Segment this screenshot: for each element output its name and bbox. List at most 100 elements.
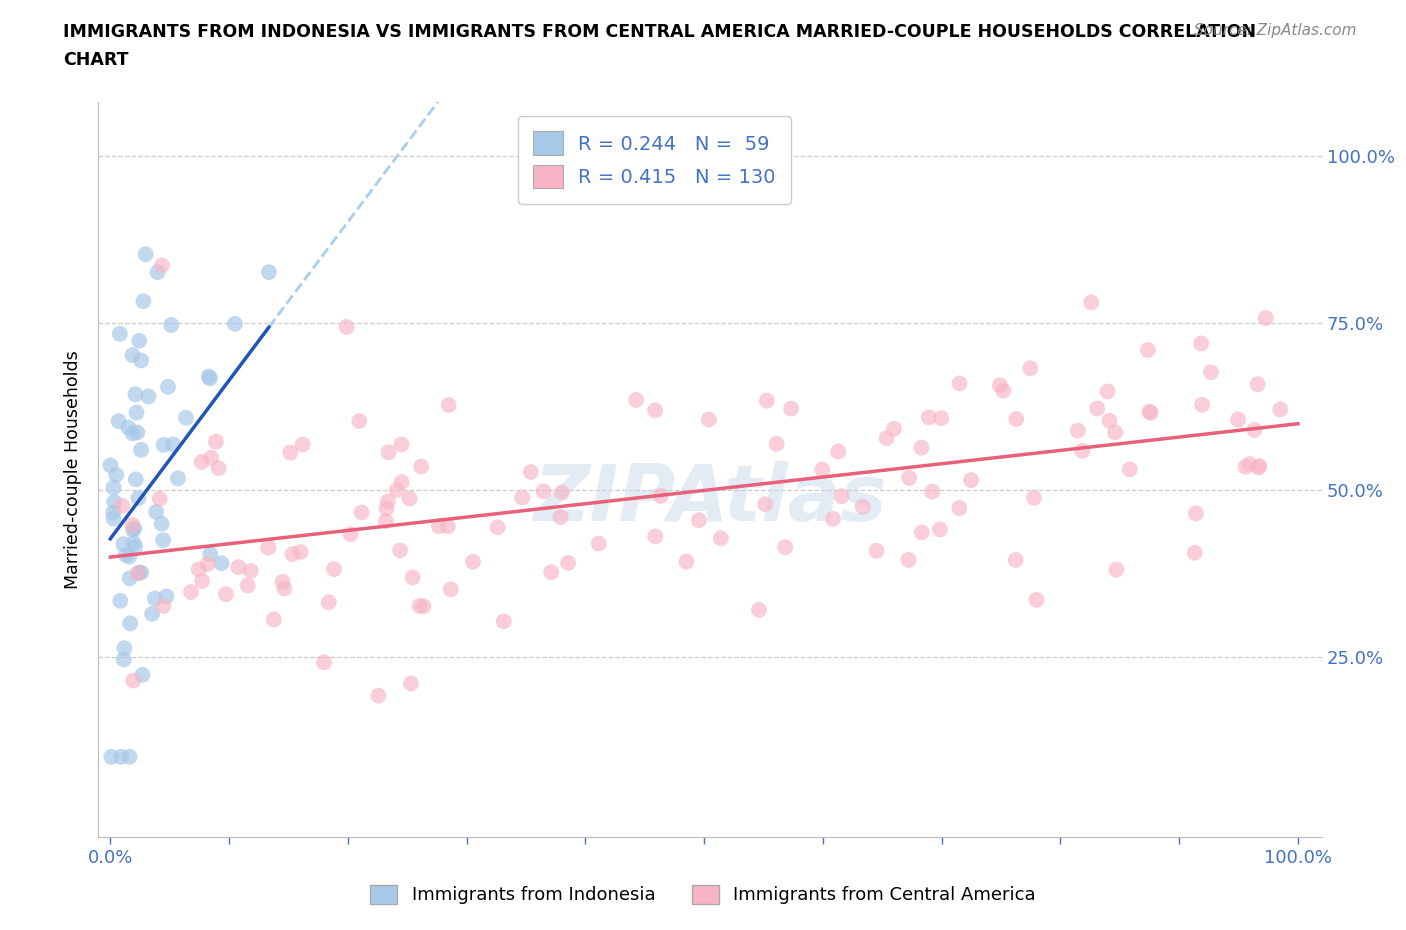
Point	[1022, 490, 1045, 505]
Point	[1239, 457, 1261, 472]
Point	[1247, 460, 1270, 475]
Point	[1185, 506, 1208, 521]
Point	[103, 495, 125, 510]
Point	[765, 436, 787, 451]
Point	[960, 472, 983, 487]
Point	[155, 589, 177, 604]
Point	[190, 455, 212, 470]
Point	[125, 405, 148, 420]
Point	[197, 369, 219, 384]
Point	[588, 536, 610, 551]
Point	[948, 500, 970, 515]
Point	[389, 543, 412, 558]
Point	[226, 560, 249, 575]
Text: CHART: CHART	[63, 51, 129, 69]
Point	[993, 383, 1015, 398]
Point	[111, 498, 134, 513]
Point	[291, 437, 314, 452]
Point	[427, 519, 450, 534]
Point	[128, 333, 150, 348]
Point	[883, 421, 905, 436]
Point	[107, 414, 129, 429]
Point	[110, 593, 132, 608]
Point	[124, 387, 146, 402]
Point	[120, 616, 142, 631]
Point	[224, 316, 246, 331]
Point	[1191, 397, 1213, 412]
Point	[644, 529, 666, 544]
Point	[124, 521, 146, 536]
Point	[533, 484, 555, 498]
Point	[1080, 295, 1102, 310]
Point	[827, 444, 849, 458]
Point	[988, 378, 1011, 392]
Point	[1139, 405, 1161, 419]
Point	[1189, 336, 1212, 351]
Point	[215, 587, 238, 602]
Point	[312, 655, 335, 670]
Point	[911, 525, 934, 540]
Point	[278, 445, 301, 460]
Point	[550, 510, 572, 525]
Point	[367, 688, 389, 703]
Point	[1184, 545, 1206, 560]
Point	[811, 462, 834, 477]
Point	[461, 554, 484, 569]
Legend: Immigrants from Indonesia, Immigrants from Central America: Immigrants from Indonesia, Immigrants fr…	[363, 878, 1043, 911]
Point	[551, 485, 574, 500]
Point	[412, 599, 434, 614]
Point	[150, 258, 173, 272]
Text: ZIPAtlas: ZIPAtlas	[533, 461, 887, 537]
Point	[1098, 413, 1121, 428]
Point	[831, 488, 853, 503]
Point	[152, 437, 174, 452]
Point	[921, 485, 943, 499]
Point	[108, 326, 131, 341]
Point	[162, 437, 184, 452]
Point	[399, 676, 422, 691]
Point	[125, 472, 148, 486]
Point	[1004, 552, 1026, 567]
Point	[122, 536, 145, 551]
Point	[408, 598, 430, 613]
Point	[318, 595, 340, 610]
Point	[375, 500, 398, 515]
Point	[948, 376, 970, 391]
Point	[336, 320, 359, 335]
Point	[876, 431, 898, 445]
Y-axis label: Married-couple Households: Married-couple Households	[65, 351, 83, 589]
Point	[271, 575, 294, 590]
Point	[121, 517, 143, 532]
Point	[121, 348, 143, 363]
Point	[1067, 423, 1090, 438]
Point	[290, 545, 312, 560]
Point	[131, 668, 153, 683]
Point	[141, 606, 163, 621]
Point	[205, 434, 228, 449]
Point	[624, 392, 647, 407]
Point	[145, 504, 167, 519]
Point	[1243, 422, 1265, 437]
Point	[1104, 425, 1126, 440]
Point	[385, 483, 408, 498]
Point	[122, 523, 145, 538]
Point	[236, 578, 259, 593]
Point	[773, 539, 796, 554]
Point	[121, 426, 143, 441]
Point	[118, 750, 141, 764]
Point	[115, 548, 138, 563]
Point	[1139, 405, 1161, 420]
Point	[755, 393, 778, 408]
Point	[132, 294, 155, 309]
Point	[1199, 365, 1222, 379]
Point	[510, 490, 533, 505]
Point	[1246, 377, 1268, 392]
Point	[112, 652, 135, 667]
Point	[211, 556, 233, 571]
Point	[135, 246, 157, 261]
Point	[112, 641, 135, 656]
Point	[105, 468, 128, 483]
Point	[391, 437, 413, 452]
Point	[200, 450, 222, 465]
Point	[486, 520, 509, 535]
